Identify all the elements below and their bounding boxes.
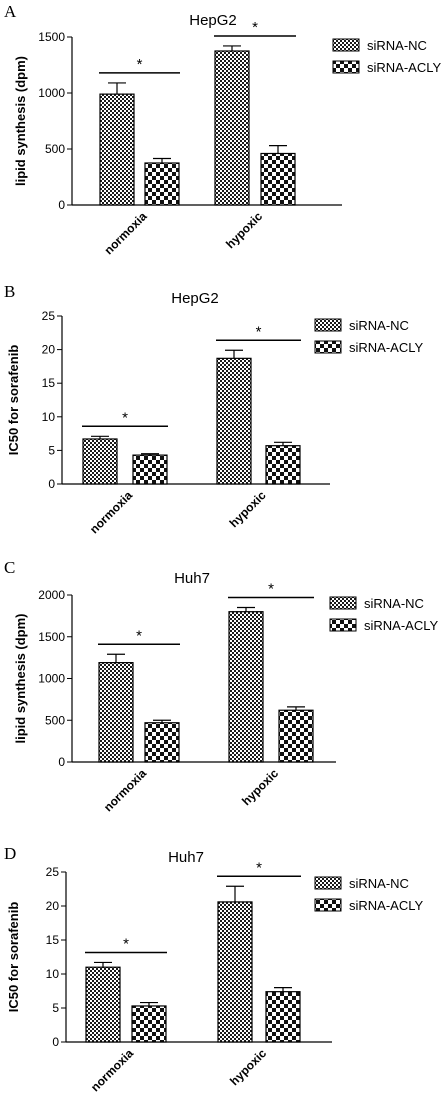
panel-a-legend-swatch — [332, 38, 360, 52]
panel-a-significance-star: * — [252, 19, 258, 36]
panel-a-legend-label: siRNA-ACLY — [367, 60, 441, 75]
panel-d-bar — [217, 901, 253, 1043]
panel-b-significance-star: * — [256, 323, 262, 340]
panel-c-y-tick-label: 1500 — [38, 630, 65, 644]
panel-a-y-tick-label: 1500 — [38, 30, 65, 44]
panel-c-y-tick-label: 2000 — [38, 588, 65, 602]
panel-a-bar — [144, 162, 180, 206]
panel-b-category-label: hypoxic — [227, 488, 269, 530]
panel-b-bar — [265, 445, 301, 485]
panel-c-title: Huh7 — [174, 570, 210, 587]
panel-a-significance-star: * — [137, 56, 143, 73]
panel-b-bar — [216, 357, 252, 485]
panel-b-legend-swatch — [314, 318, 342, 332]
panel-c-y-tick-label: 1000 — [38, 672, 65, 686]
panel-a-title: HepG2 — [189, 12, 237, 29]
panel-d-y-tick-label: 15 — [46, 933, 60, 947]
panel-a-bar — [214, 50, 250, 206]
panel-d-category-label: normoxia — [88, 1046, 136, 1094]
panel-d-y-tick-label: 20 — [46, 899, 60, 913]
panel-c-y-tick-label: 0 — [58, 755, 65, 769]
panel-a-category-label: hypoxic — [223, 209, 265, 251]
panel-d-y-tick-label: 5 — [52, 1001, 59, 1015]
panel-c-y-tick-label: 500 — [45, 713, 65, 727]
panel-b-legend-label: siRNA-NC — [349, 318, 409, 333]
panel-c-bar — [278, 709, 314, 763]
panel-b-y-label: IC50 for sorafenib — [6, 345, 21, 456]
panel-b-y-tick-label: 20 — [42, 343, 56, 357]
panel-c-letter: C — [4, 558, 15, 577]
panel-b-bar — [82, 438, 118, 485]
panel-d-bar — [85, 966, 121, 1043]
panel-d-legend-swatch — [314, 876, 342, 890]
panel-c-category-label: hypoxic — [239, 766, 281, 808]
panel-c-category-label: normoxia — [101, 766, 149, 814]
panel-b-significance-star: * — [122, 409, 128, 426]
panel-a-legend-label: siRNA-NC — [367, 38, 427, 53]
panel-c-y-label: lipid synthesis (dpm) — [13, 613, 28, 743]
panel-a-bar — [260, 152, 296, 206]
panel-d-significance-star: * — [123, 935, 129, 952]
panel-b-bar — [132, 454, 168, 485]
panel-d-legend-swatch — [314, 898, 342, 912]
panel-b-y-tick-label: 15 — [42, 376, 56, 390]
panel-a-category-label: normoxia — [102, 209, 150, 257]
panel-c-legend-label: siRNA-ACLY — [364, 618, 438, 633]
panel-c-bar — [228, 611, 264, 763]
panel-a-y-label: lipid synthesis (dpm) — [13, 56, 28, 186]
panel-a-y-tick-label: 1000 — [38, 86, 65, 100]
panel-c-legend-swatch — [329, 596, 357, 610]
panel-b-letter: B — [4, 282, 15, 301]
panel-c-bar — [144, 722, 180, 763]
panel-b-legend-swatch — [314, 340, 342, 354]
panel-b-y-tick-label: 5 — [48, 443, 55, 457]
panel-d-y-label: IC50 for sorafenib — [6, 902, 21, 1013]
panel-a-y-tick-label: 500 — [45, 142, 65, 156]
panel-a-y-tick-label: 0 — [58, 198, 65, 212]
panel-c-legend-swatch — [329, 618, 357, 632]
panel-b-y-tick-label: 0 — [48, 477, 55, 491]
panel-c-bar — [98, 662, 134, 763]
panel-c-significance-star: * — [268, 581, 274, 598]
panel-b-legend-label: siRNA-ACLY — [349, 340, 423, 355]
panel-d-significance-star: * — [256, 859, 262, 876]
panel-d-bar — [265, 991, 301, 1043]
panel-a-bar — [99, 93, 135, 206]
panel-c-legend-label: siRNA-NC — [364, 596, 424, 611]
panel-b-y-tick-label: 10 — [42, 410, 56, 424]
panel-d-title: Huh7 — [168, 849, 204, 866]
panel-a-legend-swatch — [332, 60, 360, 74]
panel-c-significance-star: * — [136, 627, 142, 644]
panel-a-letter: A — [4, 2, 17, 21]
panel-d-y-tick-label: 0 — [52, 1035, 59, 1049]
panel-d-legend-label: siRNA-NC — [349, 876, 409, 891]
panel-b-y-tick-label: 25 — [42, 309, 56, 323]
panel-d-y-tick-label: 10 — [46, 967, 60, 981]
panel-d-y-tick-label: 25 — [46, 865, 60, 879]
panel-d-category-label: hypoxic — [227, 1046, 269, 1088]
panel-d-letter: D — [4, 844, 16, 863]
panel-b-category-label: normoxia — [87, 488, 135, 536]
panel-d-legend-label: siRNA-ACLY — [349, 898, 423, 913]
panel-d-bar — [131, 1005, 167, 1043]
panel-b-title: HepG2 — [171, 290, 219, 307]
